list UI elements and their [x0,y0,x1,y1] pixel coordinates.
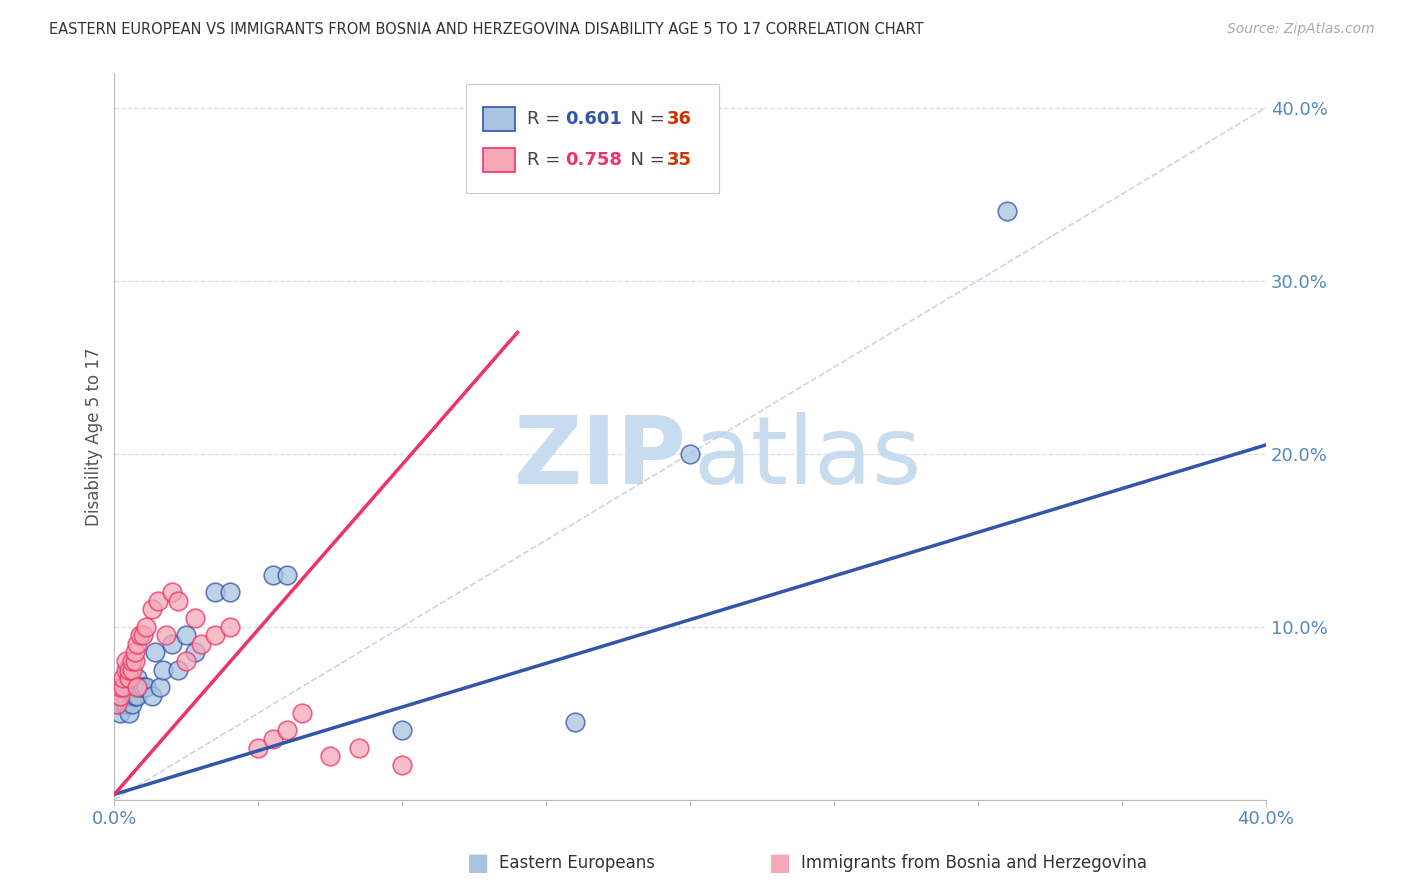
Point [115,663,138,677]
Point [121,663,143,677]
Point [108,706,131,720]
Point [149,680,172,694]
Point [143,645,166,659]
Point [112,698,135,712]
Text: Immigrants from Bosnia and Herzegovina: Immigrants from Bosnia and Herzegovina [801,854,1147,871]
Point [118,672,141,686]
Point [160,637,183,651]
Point [679,446,702,460]
Point [108,689,131,703]
Text: 36: 36 [668,110,692,128]
Point [112,680,135,694]
Point [176,654,198,668]
Point [127,689,149,703]
Point [262,731,284,746]
Point [141,602,163,616]
Point [108,680,131,694]
Y-axis label: Disability Age 5 to 17: Disability Age 5 to 17 [86,347,103,525]
Point [105,698,128,712]
FancyBboxPatch shape [465,84,718,193]
Point [146,593,169,607]
Point [124,689,146,703]
Point [276,567,298,582]
Point [184,611,207,625]
Point [564,714,586,729]
Point [262,567,284,582]
Point [124,645,146,659]
Point [118,689,141,703]
Point [135,619,157,633]
Point [105,698,128,712]
Text: 35: 35 [668,151,692,169]
Point [124,654,146,668]
Point [132,680,155,694]
Text: R =: R = [527,110,565,128]
Point [176,628,198,642]
Point [204,585,226,599]
Point [121,698,143,712]
Point [290,706,312,720]
Point [391,723,413,738]
Point [218,619,240,633]
Point [127,680,149,694]
Point [115,680,138,694]
Point [995,204,1018,219]
Point [276,723,298,738]
Point [112,680,135,694]
Point [166,593,188,607]
Point [190,637,212,651]
Point [118,706,141,720]
Point [132,628,155,642]
Point [118,663,141,677]
Text: R =: R = [527,151,565,169]
Text: ZIP: ZIP [513,412,686,504]
Text: atlas: atlas [693,412,922,504]
Point [184,645,207,659]
Point [121,654,143,668]
Text: Source: ZipAtlas.com: Source: ZipAtlas.com [1227,22,1375,37]
Point [124,680,146,694]
Point [135,680,157,694]
Point [152,663,174,677]
Point [160,585,183,599]
Text: N =: N = [619,110,671,128]
Point [247,740,270,755]
FancyBboxPatch shape [482,148,515,172]
Text: EASTERN EUROPEAN VS IMMIGRANTS FROM BOSNIA AND HERZEGOVINA DISABILITY AGE 5 TO 1: EASTERN EUROPEAN VS IMMIGRANTS FROM BOSN… [49,22,924,37]
Point [218,585,240,599]
Point [319,749,342,764]
Point [121,689,143,703]
Point [155,628,177,642]
Point [204,628,226,642]
FancyBboxPatch shape [482,107,515,131]
Text: ■: ■ [769,851,792,874]
Point [129,680,152,694]
Point [112,689,135,703]
Point [141,689,163,703]
Point [108,689,131,703]
Point [347,740,370,755]
Text: 0.601: 0.601 [565,110,621,128]
Point [115,698,138,712]
Text: 0.758: 0.758 [565,151,621,169]
Point [127,672,149,686]
Point [127,637,149,651]
Text: Eastern Europeans: Eastern Europeans [499,854,655,871]
Point [129,628,152,642]
Point [391,758,413,772]
Point [166,663,188,677]
Point [118,680,141,694]
Point [115,654,138,668]
Text: ■: ■ [467,851,489,874]
Text: N =: N = [619,151,671,169]
Point [112,672,135,686]
